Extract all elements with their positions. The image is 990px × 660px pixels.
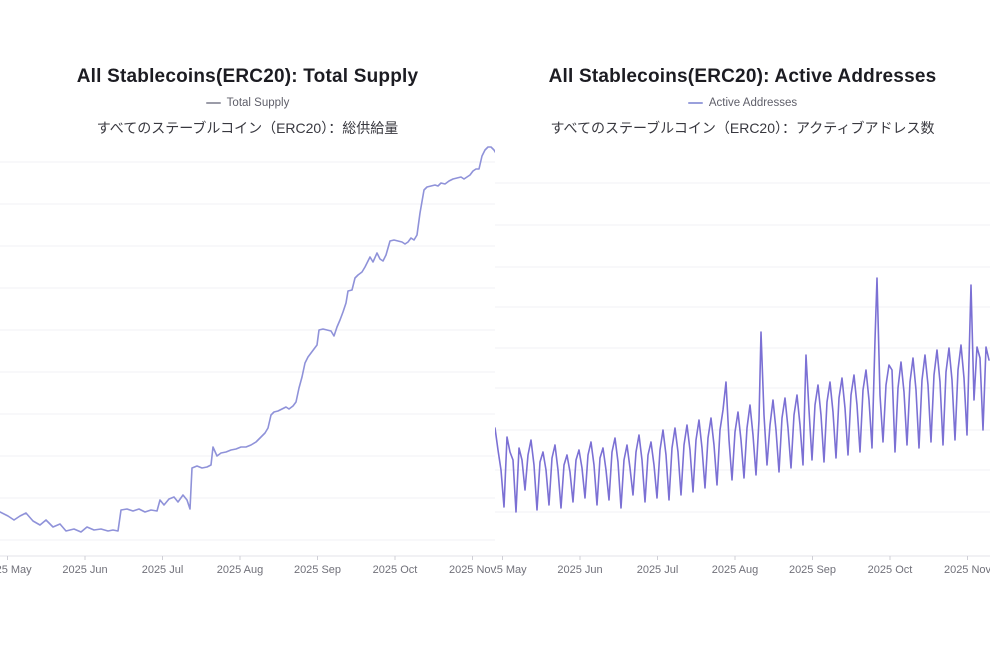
legend-label: Active Addresses — [708, 97, 798, 109]
x-axis-label: 2025 May — [495, 564, 527, 576]
x-axis-label: 2025 Nov — [448, 564, 495, 576]
x-axis-label: 2025 Sep — [788, 564, 837, 576]
x-axis-label: 2025 Nov — [943, 564, 990, 576]
legend-label: Total Supply — [226, 97, 290, 109]
chart-title: All Stablecoins(ERC20): Total Supply — [76, 66, 419, 87]
x-axis-label: 2025 Oct — [867, 564, 913, 576]
total-supply-line-plot — [0, 146, 495, 560]
chart-title: All Stablecoins(ERC20): Active Addresses — [548, 66, 937, 87]
x-axis-label: 2025 Oct — [372, 564, 418, 576]
x-axis-label: 2025 Jun — [557, 564, 603, 576]
x-axis-label: 2025 Jul — [141, 564, 184, 576]
x-axis-label: 2025 Aug — [216, 564, 264, 576]
legend-item-active-addresses[interactable]: Active Addresses — [495, 97, 990, 109]
x-axis-label: 2025 May — [0, 564, 32, 576]
total-supply-chart: All Stablecoins(ERC20): Total Supply Tot… — [0, 66, 495, 576]
chart-subtitle-japanese: すべてのステーブルコイン（ERC20）：アクティブアドレス数 — [550, 120, 935, 136]
legend-line-icon — [687, 102, 703, 104]
x-axis-label: 2025 Jun — [62, 564, 108, 576]
chart-subtitle-japanese: すべてのステーブルコイン（ERC20）：総供給量 — [96, 120, 399, 136]
legend-item-total-supply[interactable]: Total Supply — [0, 97, 495, 109]
x-axis-label: 2025 Jul — [636, 564, 679, 576]
active-addresses-line-plot — [495, 182, 990, 560]
chart-header: All Stablecoins(ERC20): Active Addresses… — [495, 66, 990, 138]
x-axis-label: 2025 Aug — [711, 564, 759, 576]
chart-header: All Stablecoins(ERC20): Total Supply Tot… — [0, 66, 495, 138]
active-addresses-chart: All Stablecoins(ERC20): Active Addresses… — [495, 0, 990, 660]
legend-line-icon — [205, 102, 221, 104]
x-axis-label: 2025 Sep — [293, 564, 342, 576]
